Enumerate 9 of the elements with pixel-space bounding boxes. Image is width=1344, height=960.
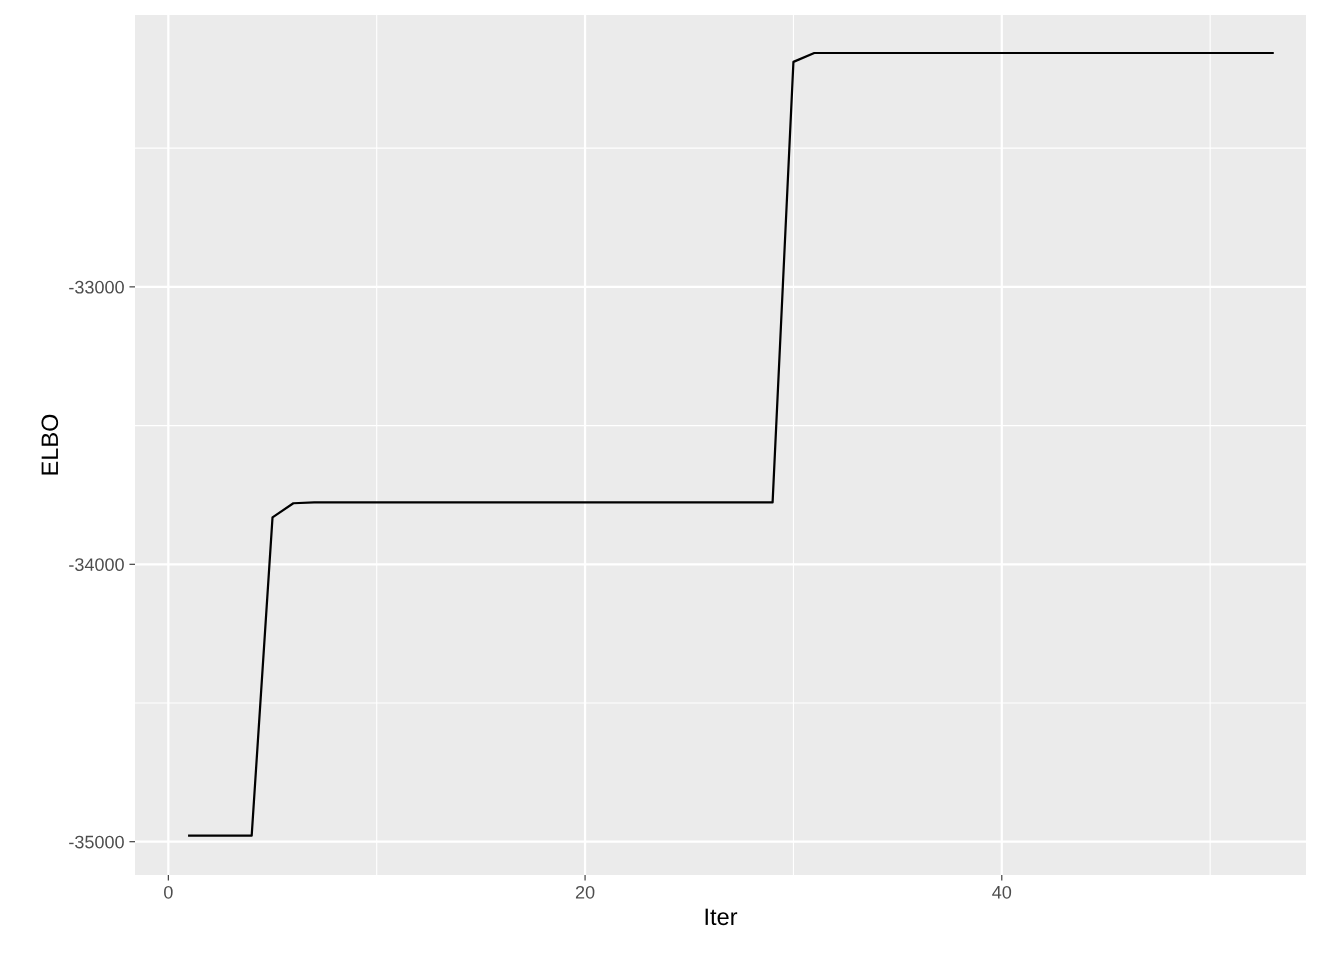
y-axis-title: ELBO [41, 414, 59, 475]
x-tick-label: 40 [992, 885, 1012, 899]
x-tick-label: 20 [575, 885, 595, 899]
x-axis-title: Iter [705, 908, 738, 926]
y-tick-label: -33000 [69, 280, 124, 294]
y-tick-label: -35000 [69, 835, 124, 849]
y-tick-label: -34000 [69, 558, 124, 572]
line-series [188, 51, 1274, 837]
x-tick-label: 0 [164, 885, 173, 899]
